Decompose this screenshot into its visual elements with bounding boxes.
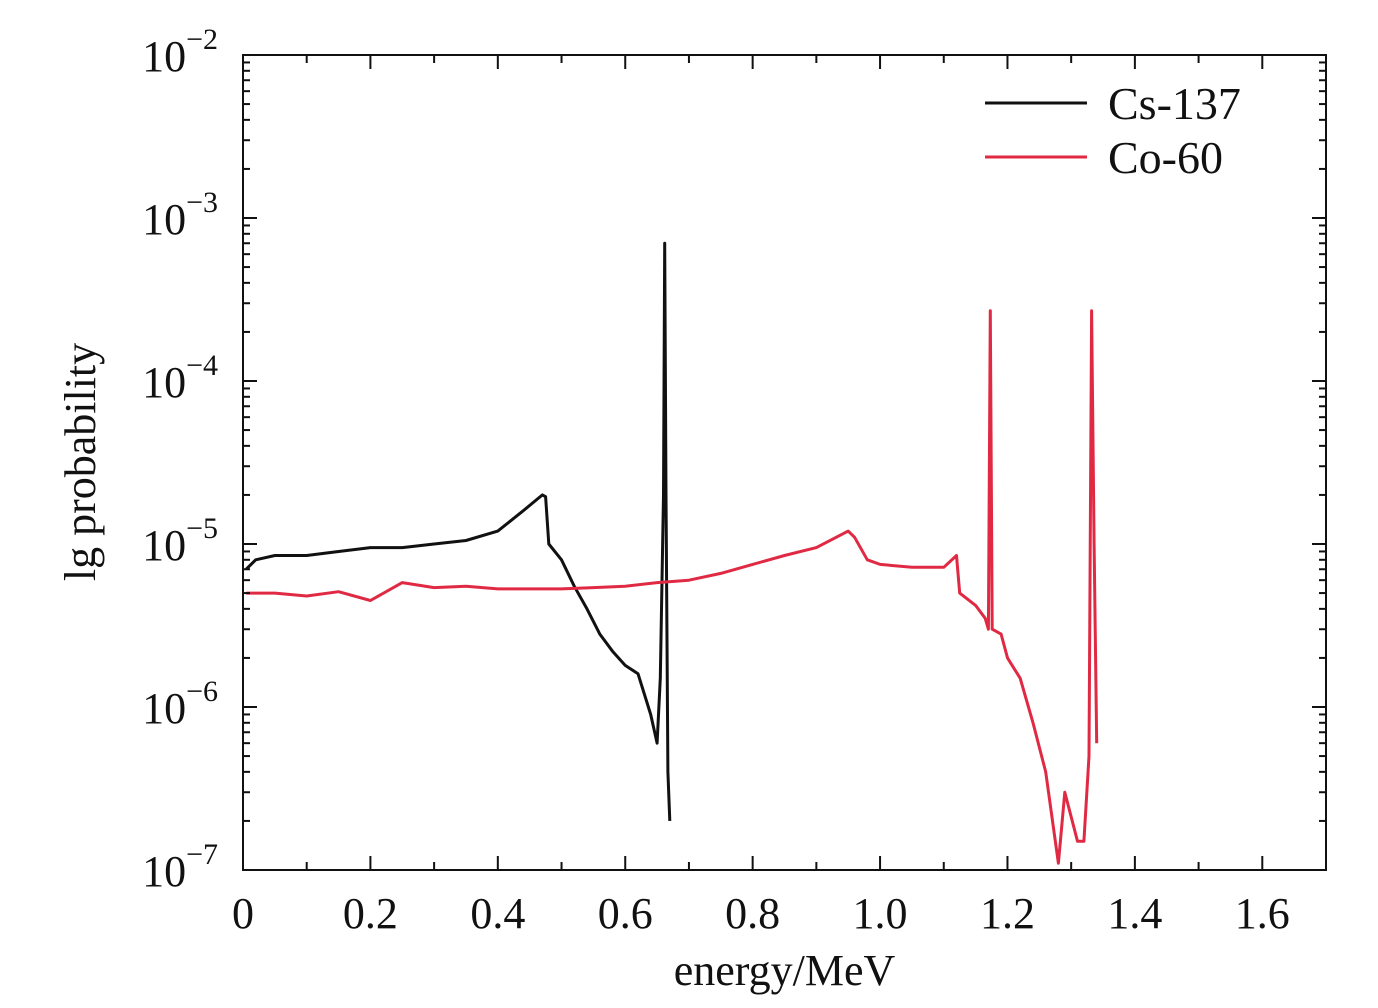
y-tick-exponent: −4: [186, 349, 218, 382]
y-tick-base: 10: [142, 847, 186, 896]
y-tick-label: 10−2: [142, 23, 218, 81]
y-tick-exponent: −2: [186, 23, 218, 56]
plot-frame: [242, 54, 1327, 871]
y-tick-exponent: −5: [186, 512, 218, 545]
y-tick-label: 10−4: [142, 349, 218, 407]
x-tick-label: 0.4: [470, 889, 525, 938]
y-tick-base: 10: [142, 684, 186, 733]
x-tick-label: 0.6: [598, 889, 653, 938]
y-tick-label: 10−5: [142, 512, 218, 570]
series-line-cs-137: [245, 241, 672, 821]
series-layer: [245, 241, 1099, 865]
y-tick-label: 10−3: [142, 186, 218, 244]
x-tick-label: 1.2: [980, 889, 1035, 938]
x-tick-label: 0.2: [343, 889, 398, 938]
series-line-co-60: [246, 309, 1099, 865]
y-tick-exponent: −6: [186, 675, 218, 708]
y-tick-label: 10−7: [142, 838, 218, 896]
x-tick-label: 1.6: [1235, 889, 1290, 938]
x-tick-label: 0: [232, 889, 254, 938]
x-axis-label: energy/MeV: [674, 946, 896, 995]
x-tick-label: 1.0: [853, 889, 908, 938]
x-tick-label: 0.8: [725, 889, 780, 938]
y-tick-base: 10: [142, 32, 186, 81]
y-axis: 10−710−610−510−410−310−2: [142, 23, 1326, 896]
y-tick-base: 10: [142, 195, 186, 244]
y-tick-exponent: −7: [186, 838, 218, 871]
legend-label: Cs-137: [1108, 78, 1241, 129]
y-tick-base: 10: [142, 521, 186, 570]
x-axis: 0 0.2 0.4 0.6 0.8 1.0 1.2 1.4 1.6: [232, 55, 1327, 938]
y-tick-label: 10−6: [142, 675, 218, 733]
legend-label: Co-60: [1108, 132, 1223, 183]
y-tick-base: 10: [142, 358, 186, 407]
y-tick-exponent: −3: [186, 186, 218, 219]
y-axis-label: lg probability: [56, 343, 105, 581]
x-tick-label: 1.4: [1107, 889, 1162, 938]
